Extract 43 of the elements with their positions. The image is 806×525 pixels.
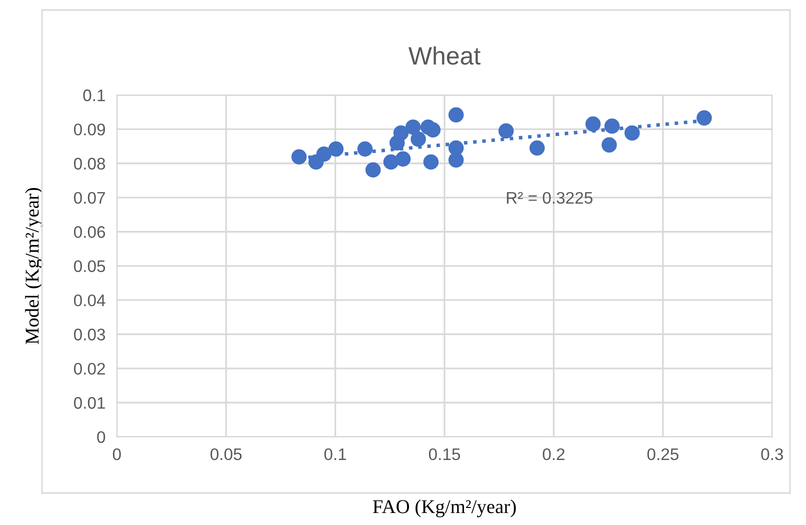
y-tick-label: 0.1 (83, 89, 105, 102)
point (498, 123, 514, 139)
x-tick-label: 0.15 (428, 448, 460, 460)
y-tick-label: 0.09 (74, 124, 105, 136)
point (696, 110, 712, 126)
x-tick-label: 0.2 (542, 448, 564, 460)
point (410, 131, 426, 147)
y-tick-label: 0.07 (74, 192, 105, 204)
point (602, 137, 617, 153)
y-tick-label: 0.08 (74, 158, 106, 170)
y-tick-label: 0.04 (74, 294, 106, 306)
point (383, 154, 399, 170)
y-tick-label: 0.01 (74, 397, 105, 409)
y-tick-label: 0.02 (74, 362, 105, 375)
point (316, 146, 332, 162)
x-axis-title: FAO (Kg/m²/year) (372, 500, 516, 518)
y-tick-label: 0.03 (74, 328, 106, 340)
point (423, 154, 439, 170)
x-tick-label: 0.25 (647, 448, 678, 460)
point (448, 152, 464, 168)
y-axis-title: Model (Kg/m²/year) (25, 188, 43, 344)
y-tick-label: 0.06 (74, 226, 106, 238)
point (425, 122, 441, 138)
point (448, 107, 464, 122)
y-tick-label: 0 (97, 431, 106, 444)
point (604, 118, 620, 134)
point (328, 141, 344, 157)
point (529, 140, 545, 156)
annotation: R² = 0.3225 (506, 192, 592, 204)
x-tick-label: 0.1 (324, 448, 346, 460)
point (585, 116, 601, 132)
point (357, 141, 373, 157)
point (624, 125, 640, 141)
point (395, 151, 411, 167)
point (291, 149, 307, 165)
x-tick-label: 0.05 (210, 448, 242, 460)
x-tick-label: 0.3 (761, 448, 783, 460)
x-tick-label: 0 (112, 448, 121, 460)
point (365, 162, 381, 178)
point (405, 120, 421, 135)
y-tick-label: 0.05 (74, 260, 106, 272)
point (393, 125, 409, 141)
chart-title: Wheat (408, 46, 480, 65)
